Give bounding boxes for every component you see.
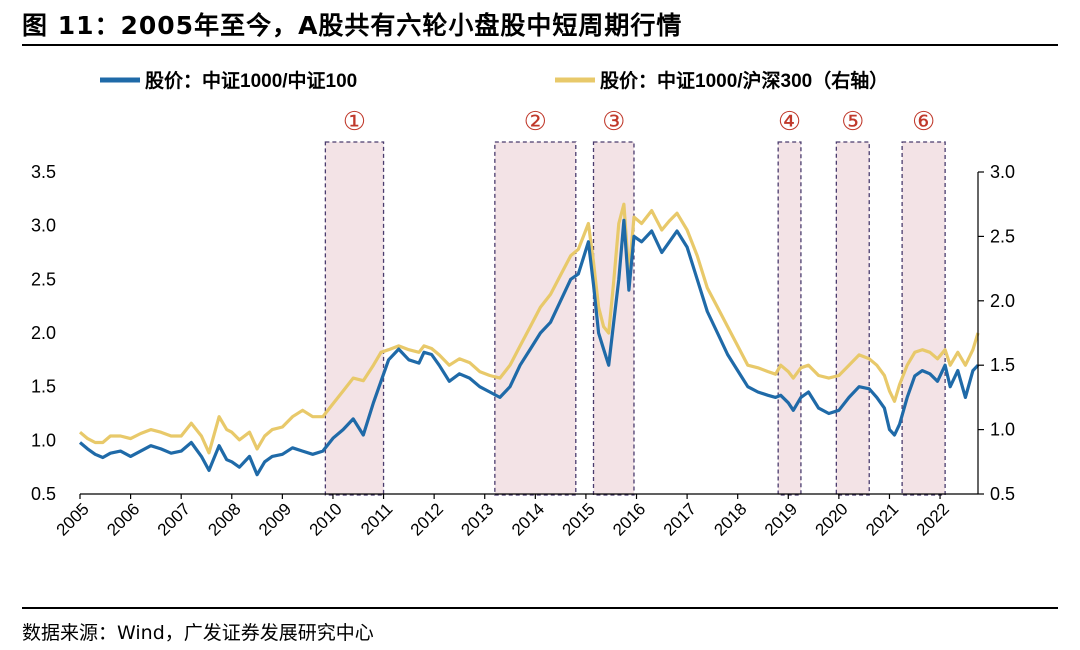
legend-label-series1: 股价：中证1000/中证100	[145, 69, 357, 92]
chart-title: 图 11：2005年至今，A股共有六轮小盘股中短周期行情	[22, 11, 683, 40]
highlight-period-box	[324, 141, 385, 496]
line-series-zz1000-zz100	[78, 218, 980, 477]
title-divider	[22, 44, 1058, 46]
right-y-tick-label: 3.0	[990, 162, 1015, 182]
x-tick-label: 2019	[761, 499, 801, 539]
right-y-tick-label: 2.0	[990, 291, 1015, 311]
x-tick-label: 2011	[357, 499, 396, 538]
left-y-tick-label: 0.5	[31, 484, 56, 504]
x-tick-label: 2013	[457, 499, 497, 539]
x-tick-label: 2005	[53, 499, 93, 539]
left-y-tick-label: 3.0	[31, 216, 56, 236]
x-tick-label: 2012	[407, 499, 447, 539]
x-tick-label: 2021	[862, 499, 902, 539]
x-tick-label: 2007	[154, 499, 194, 539]
left-y-tick-label: 3.5	[31, 162, 56, 182]
x-tick-label: 2018	[710, 499, 750, 539]
right-y-tick-label: 2.5	[990, 226, 1015, 246]
x-tick-label: 2017	[660, 499, 700, 539]
period-marker: ⑥	[912, 106, 935, 136]
period-marker: ③	[602, 106, 625, 136]
highlight-period-box	[901, 141, 946, 496]
highlight-periods: ① ② ③ ④ ⑤ ⑥	[324, 106, 946, 496]
x-tick-label: 2008	[204, 499, 244, 539]
legend: 股价：中证1000/中证100 股价：中证1000/沪深300（右轴）	[100, 69, 888, 92]
x-tick-label: 2014	[508, 499, 548, 539]
right-y-tick-label: 1.5	[990, 355, 1015, 375]
x-tick-label: 2006	[103, 499, 143, 539]
period-marker: ①	[343, 106, 366, 136]
legend-label-series2: 股价：中证1000/沪深300（右轴）	[600, 69, 888, 92]
highlight-period-box	[777, 141, 802, 496]
x-tick-label: 2010	[306, 499, 346, 539]
x-tick-label: 2016	[609, 499, 649, 539]
footer-divider	[22, 607, 1058, 609]
left-y-tick-label: 1.0	[31, 430, 56, 450]
period-marker: ②	[524, 106, 547, 136]
left-y-tick-label: 2.0	[31, 323, 56, 343]
x-tick-label: 2022	[913, 499, 953, 539]
period-marker: ⑤	[841, 106, 864, 136]
right-y-tick-label: 0.5	[990, 484, 1015, 504]
highlight-period-box	[835, 141, 870, 496]
line-series-zz1000-hs300	[78, 202, 980, 455]
x-tick-label: 2009	[255, 499, 295, 539]
series-lines	[78, 202, 980, 477]
data-source: 数据来源：Wind，广发证券发展研究中心	[22, 622, 374, 644]
x-tick-label: 2020	[812, 499, 852, 539]
period-marker: ④	[778, 106, 801, 136]
left-y-tick-label: 2.5	[31, 269, 56, 289]
left-y-tick-label: 1.5	[31, 377, 56, 397]
x-tick-label: 2015	[559, 499, 599, 539]
right-y-tick-label: 1.0	[990, 420, 1015, 440]
chart: 股价：中证1000/中证100 股价：中证1000/沪深300（右轴） ① ② ③ ④…	[31, 69, 1015, 540]
